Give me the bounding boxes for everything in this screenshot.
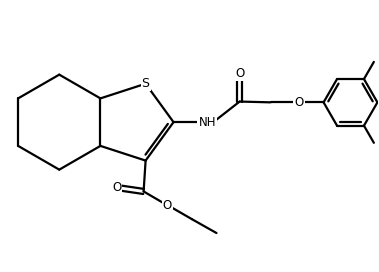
Text: O: O [112,181,121,194]
Text: O: O [163,199,172,212]
Text: O: O [294,96,304,109]
Text: O: O [235,67,244,80]
Text: NH: NH [199,116,216,129]
Text: S: S [142,77,150,90]
